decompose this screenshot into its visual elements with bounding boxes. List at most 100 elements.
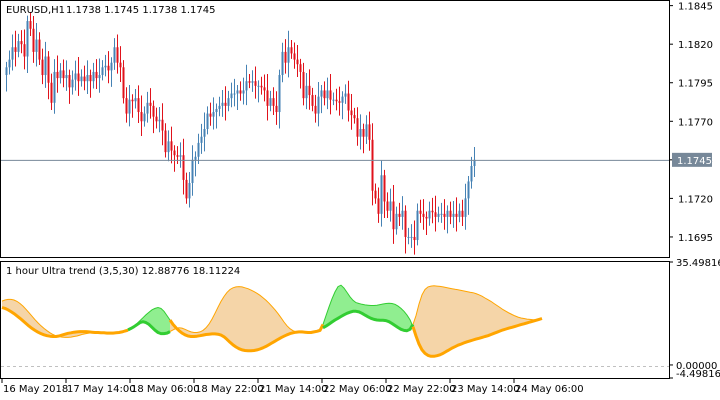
candle-body xyxy=(209,113,212,117)
candle-body xyxy=(299,64,302,72)
candle-body xyxy=(113,47,116,63)
candle-body xyxy=(56,71,59,79)
candle-body xyxy=(347,93,350,111)
uptrend-band xyxy=(323,285,413,331)
price-tick-label: 1.1720 xyxy=(678,194,713,205)
candle-body xyxy=(257,85,260,87)
candle-body xyxy=(35,39,38,52)
candle-body xyxy=(50,82,53,103)
candle-body xyxy=(401,210,404,217)
time-tick-label: 18 May 06:00 xyxy=(131,384,200,395)
ohlc-label: 1.1738 1.1745 1.1738 1.1745 xyxy=(66,5,216,16)
candle-body xyxy=(95,71,98,79)
candle-body xyxy=(398,213,401,217)
candle-body xyxy=(332,99,335,101)
candle-body xyxy=(362,129,365,137)
candle-body xyxy=(59,70,62,79)
price-tick-label: 1.1845 xyxy=(678,2,713,13)
candle-body xyxy=(230,93,233,99)
candle-body xyxy=(464,198,467,217)
price-axis: 1.1845 1.1820 1.1795 1.1770 1.1745 1.1720 1.16… xyxy=(669,2,713,244)
candle-body xyxy=(23,44,26,57)
symbol-label: EURUSD,H1 xyxy=(6,5,65,16)
candle-body xyxy=(182,155,185,180)
candle-body xyxy=(107,65,110,71)
candle-body xyxy=(356,118,359,137)
candle-body xyxy=(215,108,218,113)
candle-body xyxy=(200,136,203,143)
candle-body xyxy=(281,51,284,76)
candle-body xyxy=(116,47,119,63)
candle-body xyxy=(194,156,197,160)
candle-body xyxy=(311,95,314,106)
candle-body xyxy=(140,112,143,122)
time-tick-label: 24 May 06:00 xyxy=(515,384,584,395)
indicator-tick-label: -4.49816 xyxy=(676,369,720,380)
candle-body xyxy=(416,210,419,241)
candle-body xyxy=(188,182,191,199)
candle-body xyxy=(86,75,89,82)
candle-body xyxy=(422,213,425,217)
candle-body xyxy=(161,119,164,131)
candle-body xyxy=(308,85,311,96)
candle-body xyxy=(137,98,140,113)
candle-body xyxy=(170,141,173,151)
candle-body xyxy=(14,47,17,52)
candle-body xyxy=(233,93,236,95)
candle-body xyxy=(71,79,74,88)
candle-body xyxy=(197,142,200,157)
candle-body xyxy=(104,65,107,68)
candle-body xyxy=(167,141,170,153)
candle-body xyxy=(392,201,395,230)
indicator-tick-label: 35.49816 xyxy=(676,258,720,269)
candle-body xyxy=(29,21,32,29)
indicator-label: 1 hour Ultra trend (3,5,30) 12.88776 18.… xyxy=(6,266,240,277)
candle-body xyxy=(425,216,428,219)
candle-body xyxy=(389,201,392,211)
candle-body xyxy=(341,96,344,103)
candle-body xyxy=(131,99,134,102)
candle-body xyxy=(449,210,452,217)
downtrend-edge xyxy=(1,298,129,338)
downtrend-edge xyxy=(169,286,324,334)
candle-body xyxy=(248,81,251,83)
candle-body xyxy=(284,51,287,63)
candle-body xyxy=(395,213,398,230)
price-tick-label: 1.1770 xyxy=(678,117,713,128)
candle-body xyxy=(380,175,383,214)
downtrend-line xyxy=(1,306,129,338)
candle-body xyxy=(134,98,137,102)
candle-body xyxy=(413,236,416,241)
candle-body xyxy=(359,129,362,137)
candle-body xyxy=(239,90,242,94)
candle-body xyxy=(455,213,458,217)
candle-body xyxy=(26,21,29,57)
candle-body xyxy=(212,112,215,117)
candle-body xyxy=(404,210,407,237)
candle-body xyxy=(218,105,221,109)
candle-body xyxy=(251,81,254,83)
candle-body xyxy=(419,210,422,214)
uptrend-band xyxy=(128,307,170,334)
candle-body xyxy=(353,115,356,119)
candle-body xyxy=(65,75,68,79)
candle-body xyxy=(68,75,71,88)
candle-body xyxy=(278,75,281,113)
candle-body xyxy=(98,75,101,79)
candle-body xyxy=(254,81,257,86)
time-tick-label: 16 May 2018 xyxy=(3,384,68,395)
price-tick-label: 1.1695 xyxy=(678,233,713,244)
candle-body xyxy=(386,201,389,211)
candle-body xyxy=(275,105,278,113)
candle-body xyxy=(323,90,326,99)
uptrend-line xyxy=(322,309,415,333)
candle-body xyxy=(338,101,341,103)
candle-body xyxy=(296,59,299,65)
uptrend-edge xyxy=(127,306,171,331)
candle-body xyxy=(176,155,179,157)
candle-body xyxy=(89,75,92,82)
uptrend-line xyxy=(127,320,171,336)
candle-body xyxy=(350,110,353,116)
candle-body xyxy=(41,59,44,76)
candle-body xyxy=(383,175,386,202)
